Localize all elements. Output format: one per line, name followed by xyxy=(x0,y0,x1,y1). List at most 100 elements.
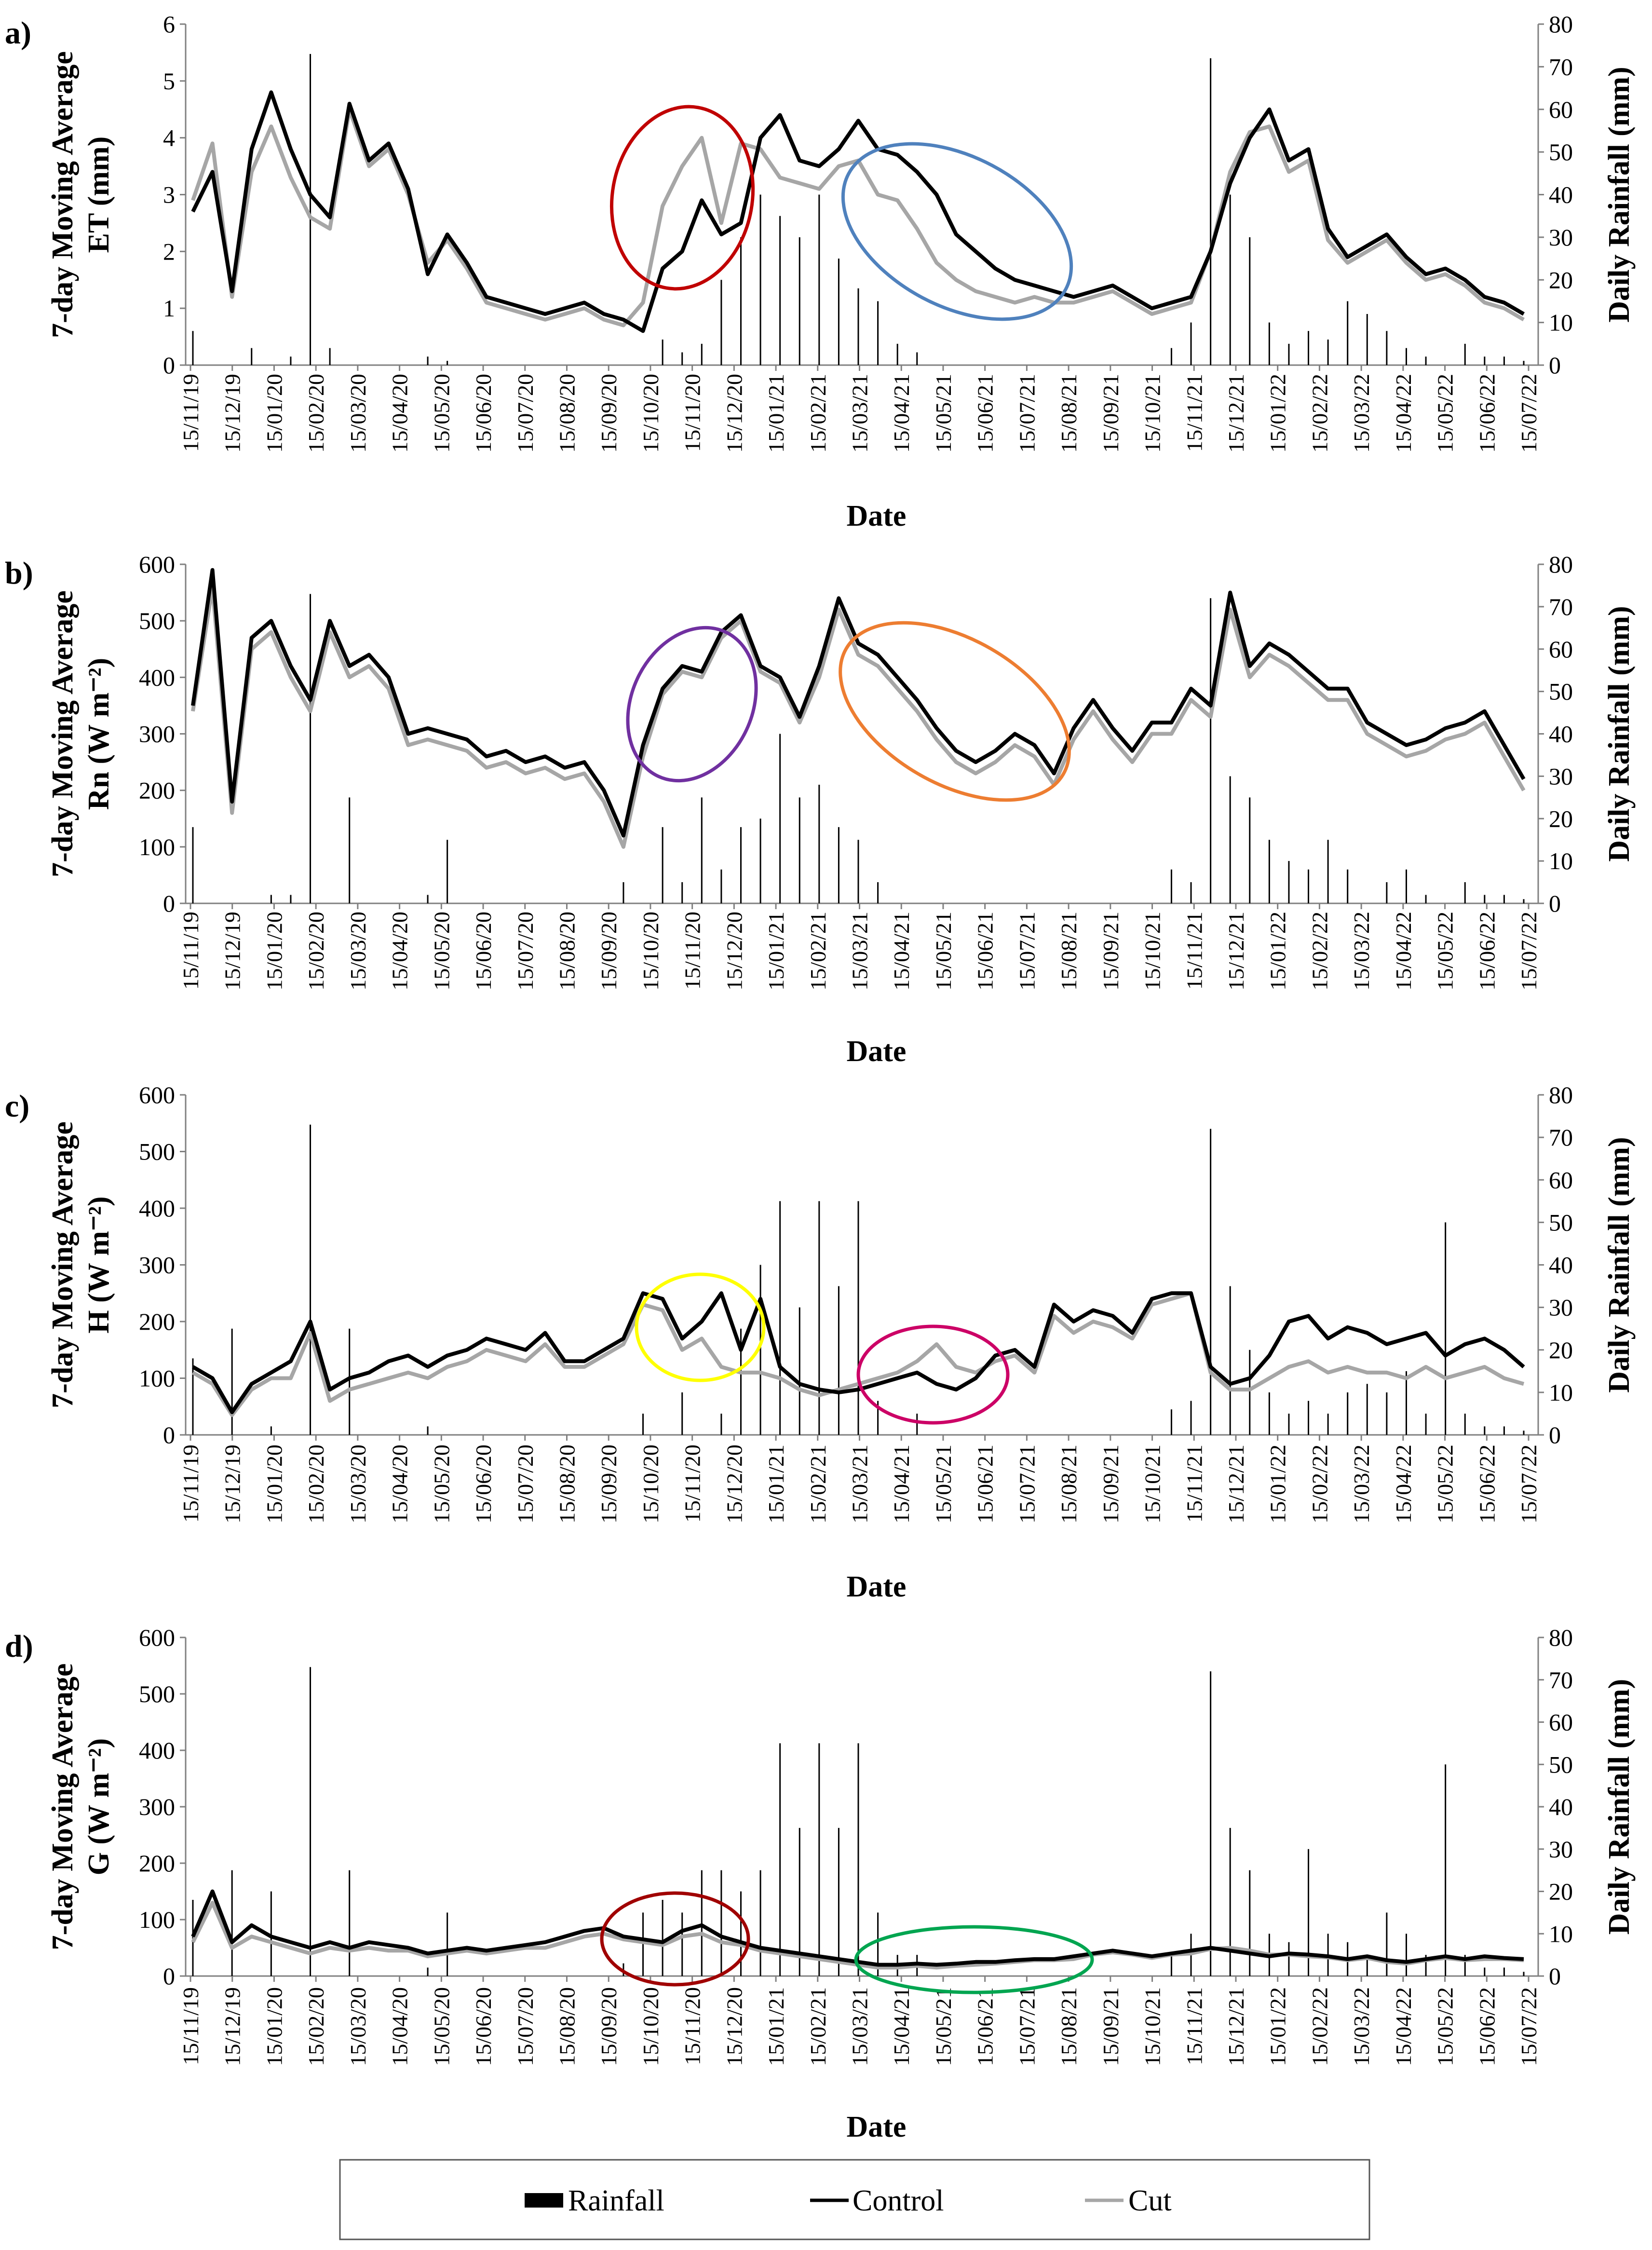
y-tick-label: 400 xyxy=(139,1737,175,1764)
y2-axis-label: Daily Rainfall (mm) xyxy=(1603,67,1636,322)
y-tick-label: 600 xyxy=(139,1081,175,1108)
y2-tick-label: 10 xyxy=(1549,847,1573,874)
y-tick-label: 300 xyxy=(139,1793,175,1820)
x-tick-label: 15/11/19 xyxy=(178,1445,203,1523)
x-tick-label: 15/02/22 xyxy=(1307,912,1332,991)
x-tick-label: 15/05/22 xyxy=(1433,1987,1458,2066)
x-tick-label: 15/05/21 xyxy=(931,912,956,991)
x-tick-label: 15/06/21 xyxy=(973,912,998,991)
legend-rainfall-swatch xyxy=(525,2193,563,2208)
y-tick-label: 2 xyxy=(163,238,175,265)
panel-c: 0 100 200 300 400 500 600 0 10 20 30 40 50 60 70 80 15/1… xyxy=(5,1081,1636,1603)
y2-tick-label: 80 xyxy=(1549,1081,1573,1108)
x-tick-label: 15/12/21 xyxy=(1224,374,1248,453)
x-tick-label: 15/03/20 xyxy=(346,1987,370,2066)
x-tick-label: 15/06/22 xyxy=(1475,374,1499,453)
x-tick-label: 15/11/21 xyxy=(1182,374,1206,452)
y2-tick-label: 40 xyxy=(1549,721,1573,748)
x-tick-label: 15/10/20 xyxy=(638,1987,663,2066)
y2-tick-label: 70 xyxy=(1549,593,1573,620)
y2-tick-label: 50 xyxy=(1549,138,1573,165)
x-tick-label: 15/11/19 xyxy=(178,912,203,990)
x-tick-label: 15/01/21 xyxy=(764,374,788,453)
x-tick-label: 15/04/20 xyxy=(388,374,412,453)
x-tick-label: 15/11/20 xyxy=(680,374,705,452)
x-tick-label: 15/12/20 xyxy=(722,374,746,453)
y-tick-label: 0 xyxy=(163,352,175,379)
x-tick-label: 15/07/22 xyxy=(1517,1445,1541,1524)
y-tick-label: 500 xyxy=(139,1138,175,1165)
y-axis-label-line1: 7-day Moving Average xyxy=(46,1121,79,1408)
x-tick-label: 15/02/20 xyxy=(304,1445,328,1524)
x-tick-label: 15/03/21 xyxy=(848,1445,872,1524)
x-tick-label: 15/12/19 xyxy=(220,1445,245,1524)
y2-tick-label: 80 xyxy=(1549,1624,1573,1651)
y-tick-label: 600 xyxy=(139,551,175,578)
y-tick-label: 400 xyxy=(139,1195,175,1222)
x-tick-label: 15/05/21 xyxy=(931,374,956,453)
y2-tick-label: 20 xyxy=(1549,1336,1573,1364)
y-tick-label: 400 xyxy=(139,664,175,691)
y2-tick-label: 0 xyxy=(1549,890,1561,917)
x-tick-label: 15/03/22 xyxy=(1349,1445,1374,1524)
x-tick-label: 15/02/21 xyxy=(806,1445,830,1524)
y-tick-label: 6 xyxy=(163,11,175,38)
x-tick-label: 15/12/19 xyxy=(220,374,245,453)
panel-d: 0 100 200 300 400 500 600 0 10 20 30 40 50 60 70 80 15/1… xyxy=(5,1624,1636,2143)
annotation-ellipse xyxy=(854,1925,1094,1994)
x-tick-label: 15/03/20 xyxy=(346,912,370,991)
legend: Rainfall Control Cut xyxy=(339,2159,1370,2240)
x-tick-label: 15/06/21 xyxy=(973,374,998,453)
x-tick-label: 15/08/20 xyxy=(555,912,579,991)
x-tick-label: 15/08/21 xyxy=(1056,374,1081,453)
x-tick-label: 15/06/21 xyxy=(973,1987,998,2066)
x-tick-label: 15/07/20 xyxy=(513,912,538,991)
x-tick-label: 15/02/21 xyxy=(806,1987,830,2066)
y-axis-label-line2: Rn (W m⁻²) xyxy=(82,658,115,810)
x-tick-label: 15/02/20 xyxy=(304,912,328,991)
x-tick-label: 15/04/22 xyxy=(1391,374,1416,453)
y2-axis-label: Daily Rainfall (mm) xyxy=(1603,606,1636,861)
annotation-ellipse xyxy=(841,142,1073,321)
x-tick-label: 15/08/20 xyxy=(555,1987,579,2066)
x-axis-label: Date xyxy=(847,1570,907,1603)
y-tick-label: 0 xyxy=(163,1421,175,1448)
x-tick-label: 15/01/22 xyxy=(1266,374,1290,453)
x-tick-label: 15/04/20 xyxy=(388,912,412,991)
x-tick-label: 15/01/20 xyxy=(262,374,286,453)
y2-tick-label: 30 xyxy=(1549,1294,1573,1321)
y2-tick-label: 50 xyxy=(1549,1209,1573,1236)
y2-tick-label: 30 xyxy=(1549,763,1573,790)
x-tick-label: 15/11/19 xyxy=(178,1987,203,2065)
annotation-ellipse xyxy=(600,1891,750,1987)
x-tick-label: 15/06/22 xyxy=(1475,912,1499,991)
x-tick-label: 15/11/21 xyxy=(1182,912,1206,990)
x-tick-label: 15/06/20 xyxy=(471,912,496,991)
y2-tick-label: 10 xyxy=(1549,309,1573,336)
x-tick-label: 15/06/20 xyxy=(471,1445,496,1524)
x-tick-label: 15/12/20 xyxy=(722,1445,746,1524)
x-tick-label: 15/05/20 xyxy=(429,1445,454,1524)
y2-tick-label: 40 xyxy=(1549,1252,1573,1279)
x-tick-label: 15/01/21 xyxy=(764,1987,788,2066)
y-tick-label: 200 xyxy=(139,1850,175,1877)
y2-tick-label: 20 xyxy=(1549,805,1573,832)
y-axis-label-line1: 7-day Moving Average xyxy=(46,590,79,877)
y-axis-label-line2: H (W m⁻²) xyxy=(82,1196,115,1333)
x-tick-label: 15/08/21 xyxy=(1056,912,1081,991)
y2-tick-label: 0 xyxy=(1549,352,1561,379)
x-tick-label: 15/07/20 xyxy=(513,374,538,453)
control-series-line xyxy=(191,568,1526,838)
x-tick-label: 15/03/20 xyxy=(346,374,370,453)
x-tick-label: 15/07/21 xyxy=(1015,912,1039,991)
y2-tick-label: 30 xyxy=(1549,224,1573,251)
x-tick-label: 15/01/20 xyxy=(262,912,286,991)
x-tick-label: 15/08/20 xyxy=(555,1445,579,1524)
legend-frame xyxy=(339,2159,1370,2240)
y-tick-label: 300 xyxy=(139,1252,175,1279)
y2-tick-label: 70 xyxy=(1549,1124,1573,1151)
x-tick-label: 15/03/22 xyxy=(1349,912,1374,991)
x-tick-label: 15/06/22 xyxy=(1475,1987,1499,2066)
x-tick-label: 15/04/22 xyxy=(1391,1987,1416,2066)
panel-label: c) xyxy=(5,1089,29,1124)
